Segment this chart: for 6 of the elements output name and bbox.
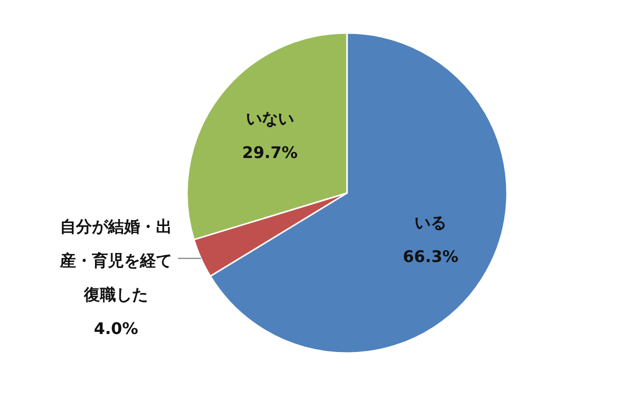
data-label: 29.7% [241, 142, 299, 164]
slice-label: いる [414, 212, 448, 234]
data-label: 4.0% [92, 318, 140, 340]
slice-label: いない [244, 108, 295, 130]
data-label: 66.3% [402, 246, 460, 268]
slice-label: 自分が結婚・出産・育児を経て復職した [60, 216, 172, 306]
